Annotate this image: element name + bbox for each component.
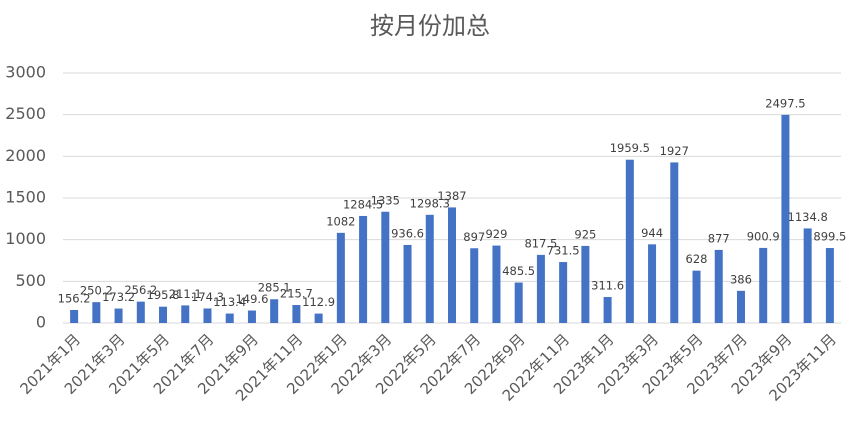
bar [225, 313, 234, 323]
data-label: 250.2 [80, 284, 113, 298]
bar [114, 308, 123, 323]
data-label: 899.5 [813, 230, 846, 244]
data-label: 195.8 [147, 288, 180, 302]
bar [136, 301, 145, 323]
data-label: 929 [485, 227, 507, 241]
data-label: 211.1 [169, 287, 202, 301]
data-label: 285.1 [258, 281, 291, 295]
bar [759, 247, 768, 323]
bar [159, 306, 168, 323]
bar [603, 297, 612, 323]
data-label: 256.2 [124, 283, 157, 297]
bar [559, 262, 568, 323]
data-label: 149.6 [235, 292, 268, 306]
data-label: 1284.5 [343, 197, 383, 211]
bar [181, 305, 190, 323]
bar [92, 302, 101, 323]
data-label: 1134.8 [788, 210, 828, 224]
bar [403, 244, 412, 323]
data-label: 386 [730, 272, 752, 286]
data-label: 1927 [660, 144, 689, 158]
data-label: 936.6 [391, 226, 424, 240]
data-label: 311.6 [591, 279, 624, 293]
data-label: 2497.5 [765, 96, 805, 110]
data-label: 628 [686, 252, 708, 266]
y-tick-label: 1000 [5, 229, 46, 248]
bar [314, 313, 323, 323]
bar [670, 162, 679, 323]
bar [625, 159, 634, 323]
data-label: 925 [574, 227, 596, 241]
data-label: 113.4 [213, 295, 246, 309]
data-label: 1335 [371, 193, 400, 207]
data-label: 156.2 [58, 291, 91, 305]
bar [470, 248, 479, 323]
data-label: 173.2 [102, 290, 135, 304]
y-tick-label: 3000 [5, 63, 46, 82]
bar [825, 248, 834, 323]
data-label: 877 [708, 231, 730, 245]
bar [692, 270, 701, 323]
y-tick-label: 1500 [5, 188, 46, 207]
y-tick-label: 2500 [5, 104, 46, 123]
bar [648, 244, 657, 323]
bar [736, 290, 745, 323]
data-label: 1082 [326, 214, 355, 228]
bar [448, 207, 456, 323]
bar [70, 309, 79, 323]
data-label: 817.5 [524, 236, 557, 250]
bar [714, 249, 723, 323]
y-tick-label: 2000 [5, 146, 46, 165]
bar [247, 310, 256, 323]
y-tick-label: 500 [15, 271, 46, 290]
data-label: 174.3 [191, 290, 224, 304]
data-label: 1959.5 [610, 141, 650, 155]
bar [270, 299, 279, 323]
data-label: 1298.3 [410, 196, 450, 210]
bar [425, 214, 434, 323]
bar [492, 245, 501, 323]
chart-title: 按月份加总 [370, 12, 490, 40]
data-label: 215.7 [280, 287, 313, 301]
bar [336, 232, 345, 323]
bar [292, 305, 301, 323]
bar [203, 308, 212, 323]
data-label: 1387 [437, 189, 466, 203]
bar [514, 282, 523, 323]
bar [781, 114, 790, 323]
data-label: 731.5 [547, 244, 580, 258]
bar [536, 254, 545, 323]
bar [803, 228, 812, 323]
data-label: 112.9 [302, 295, 335, 309]
bar [581, 245, 590, 323]
y-tick-label: 0 [36, 313, 46, 332]
data-label: 900.9 [747, 229, 780, 243]
data-label: 485.5 [502, 264, 535, 278]
data-label: 944 [641, 226, 663, 240]
data-label: 897 [463, 230, 485, 244]
bar [359, 215, 368, 323]
bar [381, 211, 390, 323]
